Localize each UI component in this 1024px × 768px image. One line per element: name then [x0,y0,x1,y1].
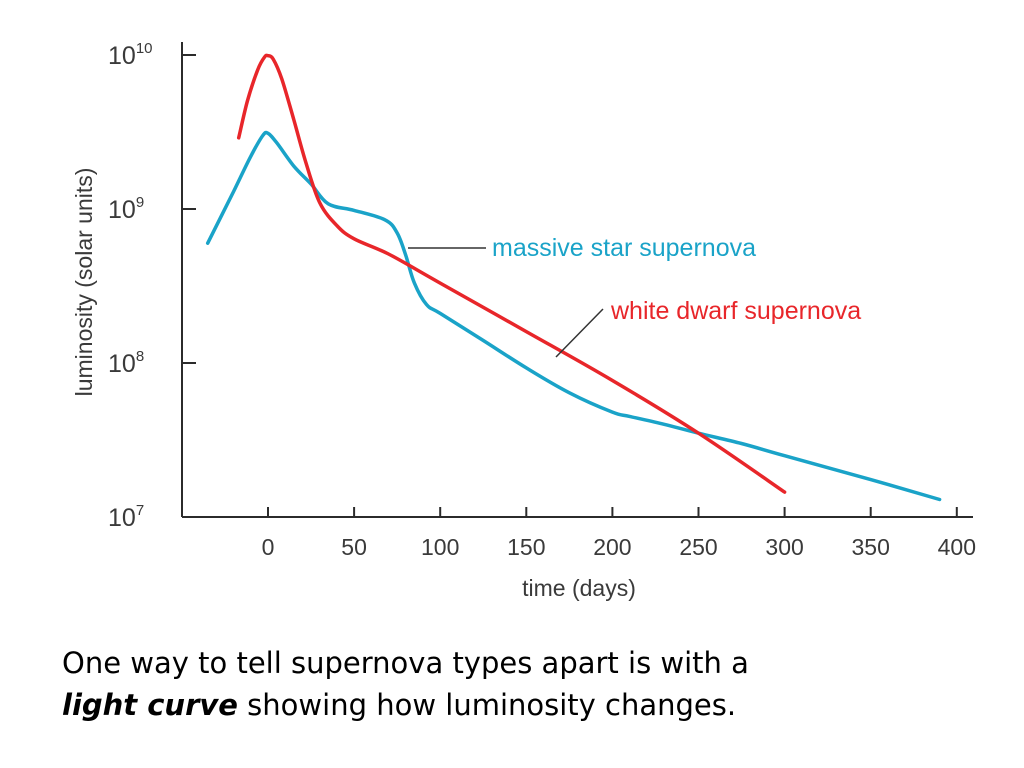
y-axis: 1010 109 108 107 [108,40,196,532]
caption-line-1: One way to tell supernova types apart is… [62,646,749,680]
white-dwarf-supernova-label: white dwarf supernova [610,297,861,325]
y-tick-label: 107 [108,502,144,532]
light-curve-chart: 1010 109 108 107 0 50 100 150 200 250 300 350 400 m… [71,40,976,601]
x-tick-label: 200 [593,534,631,560]
x-axis-title: time (days) [522,575,636,601]
x-tick-label: 350 [852,534,890,560]
y-axis-title: luminosity (solar units) [71,168,97,397]
annotation-leader-line [555,308,604,358]
annotation-layer: massive star supernova white dwarf supern… [408,234,861,358]
caption-line-2: showing how luminosity changes. [237,688,737,722]
x-tick-label: 250 [679,534,717,560]
white-dwarf-supernova-line [236,53,787,494]
x-tick-label: 0 [262,534,275,560]
x-tick-label: 300 [765,534,803,560]
y-tick-label: 108 [108,348,144,378]
caption: One way to tell supernova types apart is… [62,642,1002,726]
caption-emphasis: light curve [62,688,238,722]
x-tick-label: 150 [507,534,545,560]
y-tick-label: 109 [108,194,144,224]
x-tick-label: 100 [421,534,459,560]
x-tick-label: 50 [341,534,367,560]
series-layer [205,53,942,502]
massive-star-supernova-label: massive star supernova [492,234,756,262]
x-axis: 0 50 100 150 200 250 300 350 400 [182,507,976,560]
x-tick-label: 400 [938,534,976,560]
y-tick-label: 1010 [108,40,153,70]
